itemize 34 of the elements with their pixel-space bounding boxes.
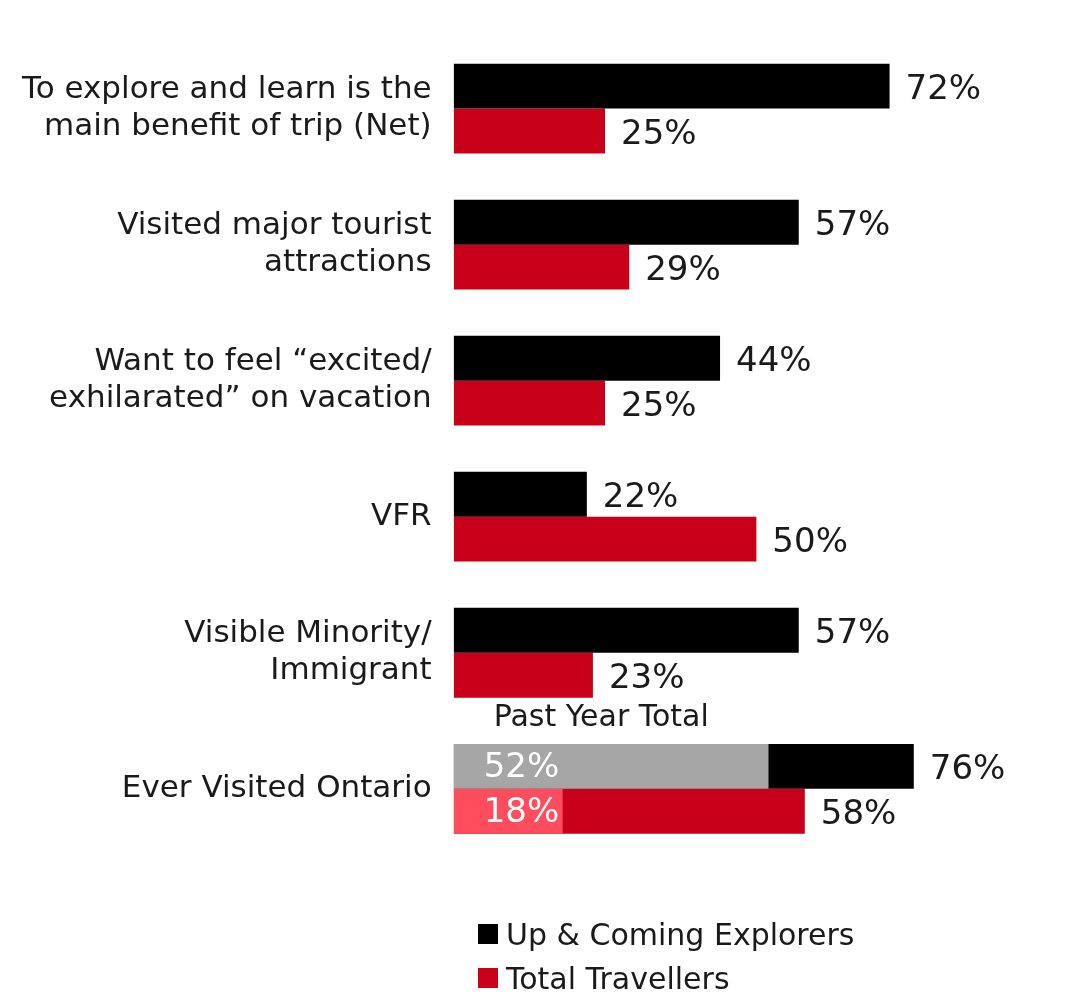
data-label: 23%: [608, 656, 685, 697]
data-label: 25%: [621, 111, 697, 152]
y-tick-label: VFR: [371, 495, 432, 532]
data-label: 57%: [814, 203, 891, 244]
bar: [453, 199, 799, 245]
data-label: 50%: [772, 519, 848, 560]
y-tick-label: Visited major tourist attractions: [117, 205, 432, 279]
bar: [453, 244, 630, 290]
legend-label: Total Travellers: [506, 960, 730, 996]
bar: [453, 516, 757, 562]
bar: [453, 607, 799, 653]
data-label: 18%: [483, 790, 560, 831]
data-label: 44%: [736, 339, 812, 380]
data-label: 29%: [645, 247, 721, 288]
bar: [453, 743, 769, 789]
annotation: Past Year Total: [493, 697, 709, 733]
data-label: 76%: [929, 747, 1006, 788]
bar: [453, 652, 593, 698]
bar: [453, 380, 606, 426]
y-tick-label: To explore and learn is the main benefit of trip (Net): [20, 69, 432, 143]
data-label: 72%: [905, 67, 982, 107]
data-label: 57%: [814, 611, 891, 652]
bar: [453, 108, 606, 154]
bar: [453, 335, 721, 381]
legend-label: Up & Coming Explorers: [506, 916, 855, 952]
y-tick-label: Visible Minority/ Immigrant: [184, 613, 433, 687]
y-tick-label: Ever Visited Ontario: [121, 767, 432, 804]
data-label: 22%: [602, 475, 679, 516]
data-label: 52%: [483, 745, 560, 786]
bar: [453, 471, 587, 517]
bar: [453, 63, 890, 109]
data-label: 25%: [621, 383, 697, 424]
y-tick-label: Want to feel “excited/ exhilarated” on vacation: [49, 341, 433, 415]
data-label: 58%: [820, 792, 897, 833]
